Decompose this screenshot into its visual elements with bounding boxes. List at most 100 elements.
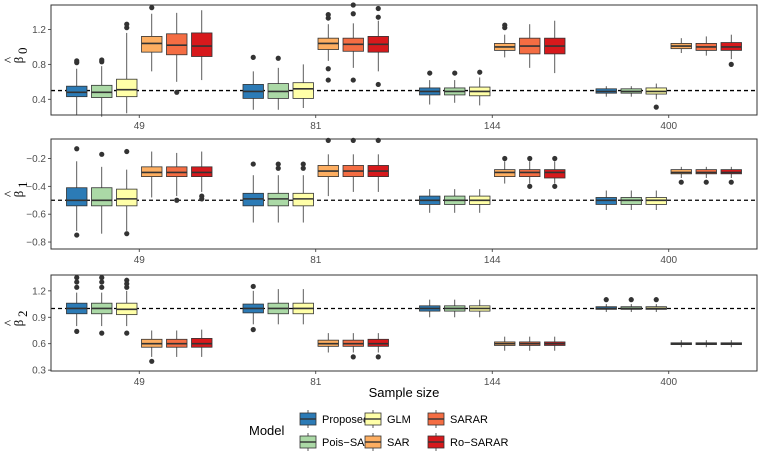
x-tick-label: 400: [660, 377, 677, 388]
box-outlier: [375, 14, 381, 20]
panel-background: [51, 275, 757, 371]
legend-label: Proposed: [322, 414, 369, 426]
y-tick-label: 0.9: [32, 313, 46, 324]
box-81-5: [367, 5, 389, 88]
box-49-0: [66, 146, 88, 238]
x-tick-label: 81: [310, 377, 322, 388]
box-49-4: [166, 152, 188, 203]
box-144-1: [444, 189, 466, 213]
box-49-5: [191, 151, 213, 202]
box-144-0: [419, 70, 441, 105]
box-144-3: [494, 336, 516, 351]
legend-label: Pois−SAR: [322, 437, 372, 449]
box-outlier: [653, 297, 659, 303]
box-outlier: [477, 69, 483, 75]
box-outlier: [275, 165, 281, 171]
legend-label: SARAR: [450, 414, 488, 426]
box-81-3: [317, 12, 339, 83]
y-axis-title-subscript: 1: [15, 182, 30, 189]
x-tick-label: 144: [484, 377, 501, 388]
box-body: [191, 338, 213, 348]
box-144-2: [469, 189, 491, 213]
legend-key: [364, 433, 382, 451]
box-400-4: [695, 340, 717, 348]
panel-0: 0.4 0.8 1.2 β^ 0 49 81 144 400: [1, 2, 758, 132]
box-outlier: [325, 77, 331, 83]
y-axis-title-hat: ^: [1, 320, 16, 326]
box-outlier: [502, 22, 508, 28]
x-tick-label: 81: [310, 121, 322, 132]
box-81-4: [342, 333, 364, 360]
box-body: [166, 33, 188, 56]
box-81-3: [317, 333, 339, 353]
box-body: [367, 338, 389, 347]
box-144-1: [444, 299, 466, 318]
x-tick-label: 81: [310, 255, 322, 266]
box-body: [191, 32, 213, 57]
box-81-4: [342, 137, 364, 192]
box-400-1: [620, 86, 642, 97]
box-body: [116, 78, 138, 98]
box-outlier: [325, 12, 331, 18]
box-400-4: [695, 166, 717, 185]
box-outlier: [275, 55, 281, 61]
legend-key: [364, 410, 382, 428]
panel-background: [51, 139, 757, 249]
x-tick-label: 400: [660, 121, 677, 132]
legend-item-4: SARAR: [427, 410, 488, 428]
box-outlier: [99, 279, 105, 285]
box-400-1: [620, 297, 642, 312]
box-outlier: [603, 297, 609, 303]
box-outlier: [74, 146, 80, 152]
legend: Model Proposed Pois−SAR GLM SAR SARAR Ro−SARA…: [249, 410, 508, 451]
box-49-0: [66, 58, 88, 115]
box-outlier: [74, 279, 80, 285]
panel-background: [51, 5, 757, 115]
y-axis-title-symbol: β: [11, 319, 26, 326]
box-body: [66, 85, 88, 98]
box-outlier: [502, 155, 508, 162]
box-outlier: [678, 179, 684, 185]
box-outlier: [149, 358, 155, 364]
box-outlier: [124, 148, 130, 155]
box-outlier: [728, 179, 734, 185]
y-tick-label: −0.2: [26, 154, 46, 165]
box-49-1: [91, 275, 113, 336]
x-tick-label: 400: [660, 255, 677, 266]
panel-2: 0.3 0.6 0.9 1.2 β^ 2 49 81 144 400: [1, 274, 758, 388]
box-outlier: [375, 5, 381, 12]
box-outlier: [250, 54, 256, 60]
panel-border: [50, 4, 758, 116]
legend-item-3: SAR: [364, 433, 410, 451]
box-81-1: [267, 161, 289, 223]
box-81-1: [267, 289, 289, 325]
box-49-2: [116, 21, 138, 114]
legend-key: [299, 410, 317, 428]
box-outlier: [250, 283, 256, 290]
box-400-2: [645, 83, 667, 110]
box-body: [91, 84, 113, 98]
box-outlier: [703, 179, 709, 185]
box-81-4: [342, 2, 364, 83]
legend-label: GLM: [387, 414, 411, 426]
box-outlier: [300, 165, 306, 171]
box-outlier: [199, 196, 205, 202]
y-axis-title-subscript: 2: [15, 311, 30, 318]
box-144-3: [494, 155, 516, 184]
box-49-1: [91, 57, 113, 117]
legend-title: Model: [249, 423, 285, 438]
box-outlier: [552, 183, 558, 189]
box-outlier: [350, 354, 356, 360]
box-400-5: [720, 34, 742, 67]
box-144-5: [544, 20, 566, 74]
box-outlier: [74, 232, 80, 238]
panel-border: [50, 274, 758, 372]
box-400-2: [645, 190, 667, 211]
box-400-0: [595, 190, 617, 211]
box-400-0: [595, 86, 617, 97]
y-axis-title-hat: ^: [1, 57, 16, 63]
box-outlier: [99, 330, 105, 336]
x-tick-label: 144: [484, 255, 501, 266]
box-outlier: [99, 275, 105, 281]
box-81-2: [292, 161, 314, 223]
